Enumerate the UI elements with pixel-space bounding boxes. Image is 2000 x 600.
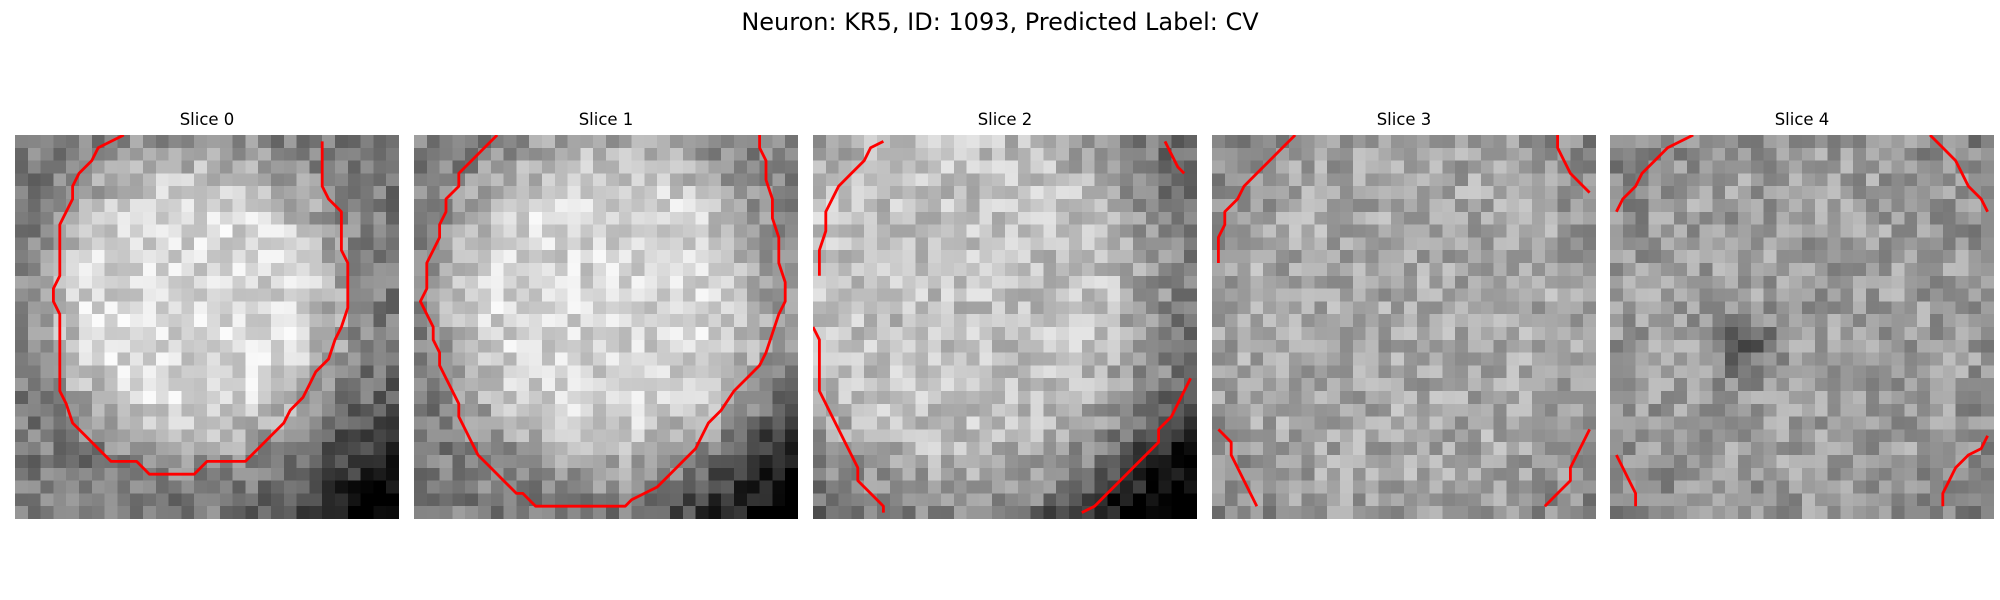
figure-title: Neuron: KR5, ID: 1093, Predicted Label: …	[741, 8, 1259, 36]
slice-image-1	[414, 135, 798, 519]
contour-line-3	[1543, 428, 1591, 508]
contour-line-0	[817, 140, 885, 276]
pixel-grid	[1212, 135, 1596, 519]
pixel-grid	[414, 135, 798, 519]
slice-panel-2: Slice 2	[813, 108, 1197, 519]
contour-line-0	[51, 135, 350, 476]
slice-image-0	[15, 135, 399, 519]
slice-title: Slice 1	[578, 110, 634, 129]
slice-panel-1: Slice 1	[414, 108, 798, 519]
contour-line-2	[1163, 140, 1186, 175]
slice-panel-0: Slice 0	[15, 108, 399, 519]
slice-title: Slice 2	[977, 110, 1033, 129]
contour-line-3	[1081, 377, 1192, 514]
contour-line-0	[1615, 135, 1694, 213]
slice-title: Slice 0	[179, 110, 235, 129]
slice-title: Slice 3	[1376, 110, 1432, 129]
slice-panel-4: Slice 4	[1610, 108, 1994, 519]
slice-panel-3: Slice 3	[1212, 108, 1596, 519]
contour-line-0	[1216, 135, 1297, 263]
contour-line-2	[1217, 428, 1259, 507]
pixel-grid	[15, 135, 399, 519]
slice-image-2	[813, 135, 1197, 519]
contour-line-1	[813, 326, 885, 513]
slice-image-4	[1610, 135, 1994, 519]
contour-line-3	[1941, 435, 1989, 507]
contour-line-1	[1929, 135, 1989, 213]
contour-line-0	[418, 135, 787, 508]
slice-title: Slice 4	[1774, 110, 1830, 129]
contour-line-1	[1556, 135, 1591, 194]
slice-image-3	[1212, 135, 1596, 519]
contour-line-2	[1615, 454, 1638, 507]
pixel-grid	[1610, 135, 1994, 519]
